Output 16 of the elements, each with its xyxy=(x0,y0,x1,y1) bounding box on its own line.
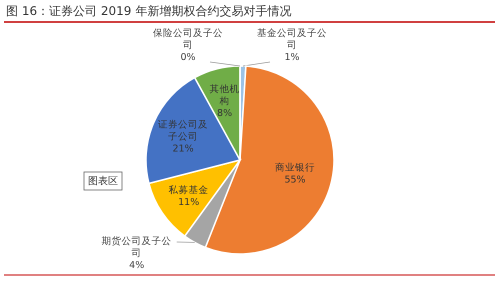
data-label: 4% xyxy=(129,260,144,271)
category-label: 保险公司及子公司 xyxy=(153,28,223,51)
slice-label: 其他机构 xyxy=(210,82,240,107)
data-label: 21% xyxy=(172,143,194,154)
slice-label: 私募基金 xyxy=(168,184,209,196)
data-label: 8% xyxy=(217,108,232,119)
text: 0% xyxy=(180,52,196,63)
slice-label: 基金公司及子公司 xyxy=(257,27,327,51)
slice-label: 期货公司及子公司 xyxy=(102,235,172,259)
chart-title: 图 16：证券公司 2019 年新增期权合约交易对手情况 xyxy=(6,4,292,18)
data-label: 55% xyxy=(284,174,306,186)
text: 图表区 xyxy=(88,175,118,187)
slice-label: 商业银行 xyxy=(275,161,316,174)
data-label: 1% xyxy=(284,52,300,63)
data-label: 11% xyxy=(178,196,200,208)
slice-label: 证券公司及子公司 xyxy=(158,118,208,142)
